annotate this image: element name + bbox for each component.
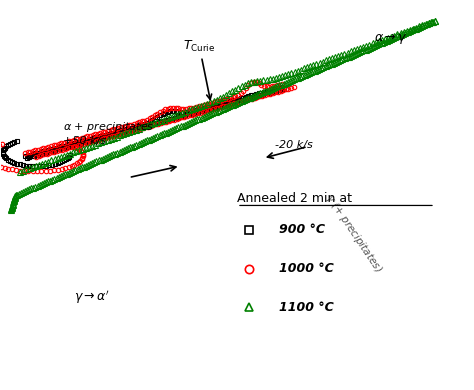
Text: $\alpha$ + precipitates
+50 k/s: $\alpha$ + precipitates +50 k/s: [63, 120, 154, 146]
Text: $\alpha \rightarrow \gamma$: $\alpha \rightarrow \gamma$: [374, 31, 407, 46]
Text: -20 k/s: -20 k/s: [275, 140, 312, 150]
Text: 900 °C: 900 °C: [279, 223, 326, 236]
Text: Annealed 2 min at: Annealed 2 min at: [237, 191, 352, 205]
Text: 1100 °C: 1100 °C: [279, 301, 334, 314]
Text: 1000 °C: 1000 °C: [279, 262, 334, 275]
Text: $\gamma \rightarrow \alpha'$: $\gamma \rightarrow \alpha'$: [74, 289, 110, 307]
Text: $T_{\rm Curie}$: $T_{\rm Curie}$: [183, 39, 216, 99]
Text: $\gamma$ (+ precipitates): $\gamma$ (+ precipitates): [322, 191, 385, 276]
